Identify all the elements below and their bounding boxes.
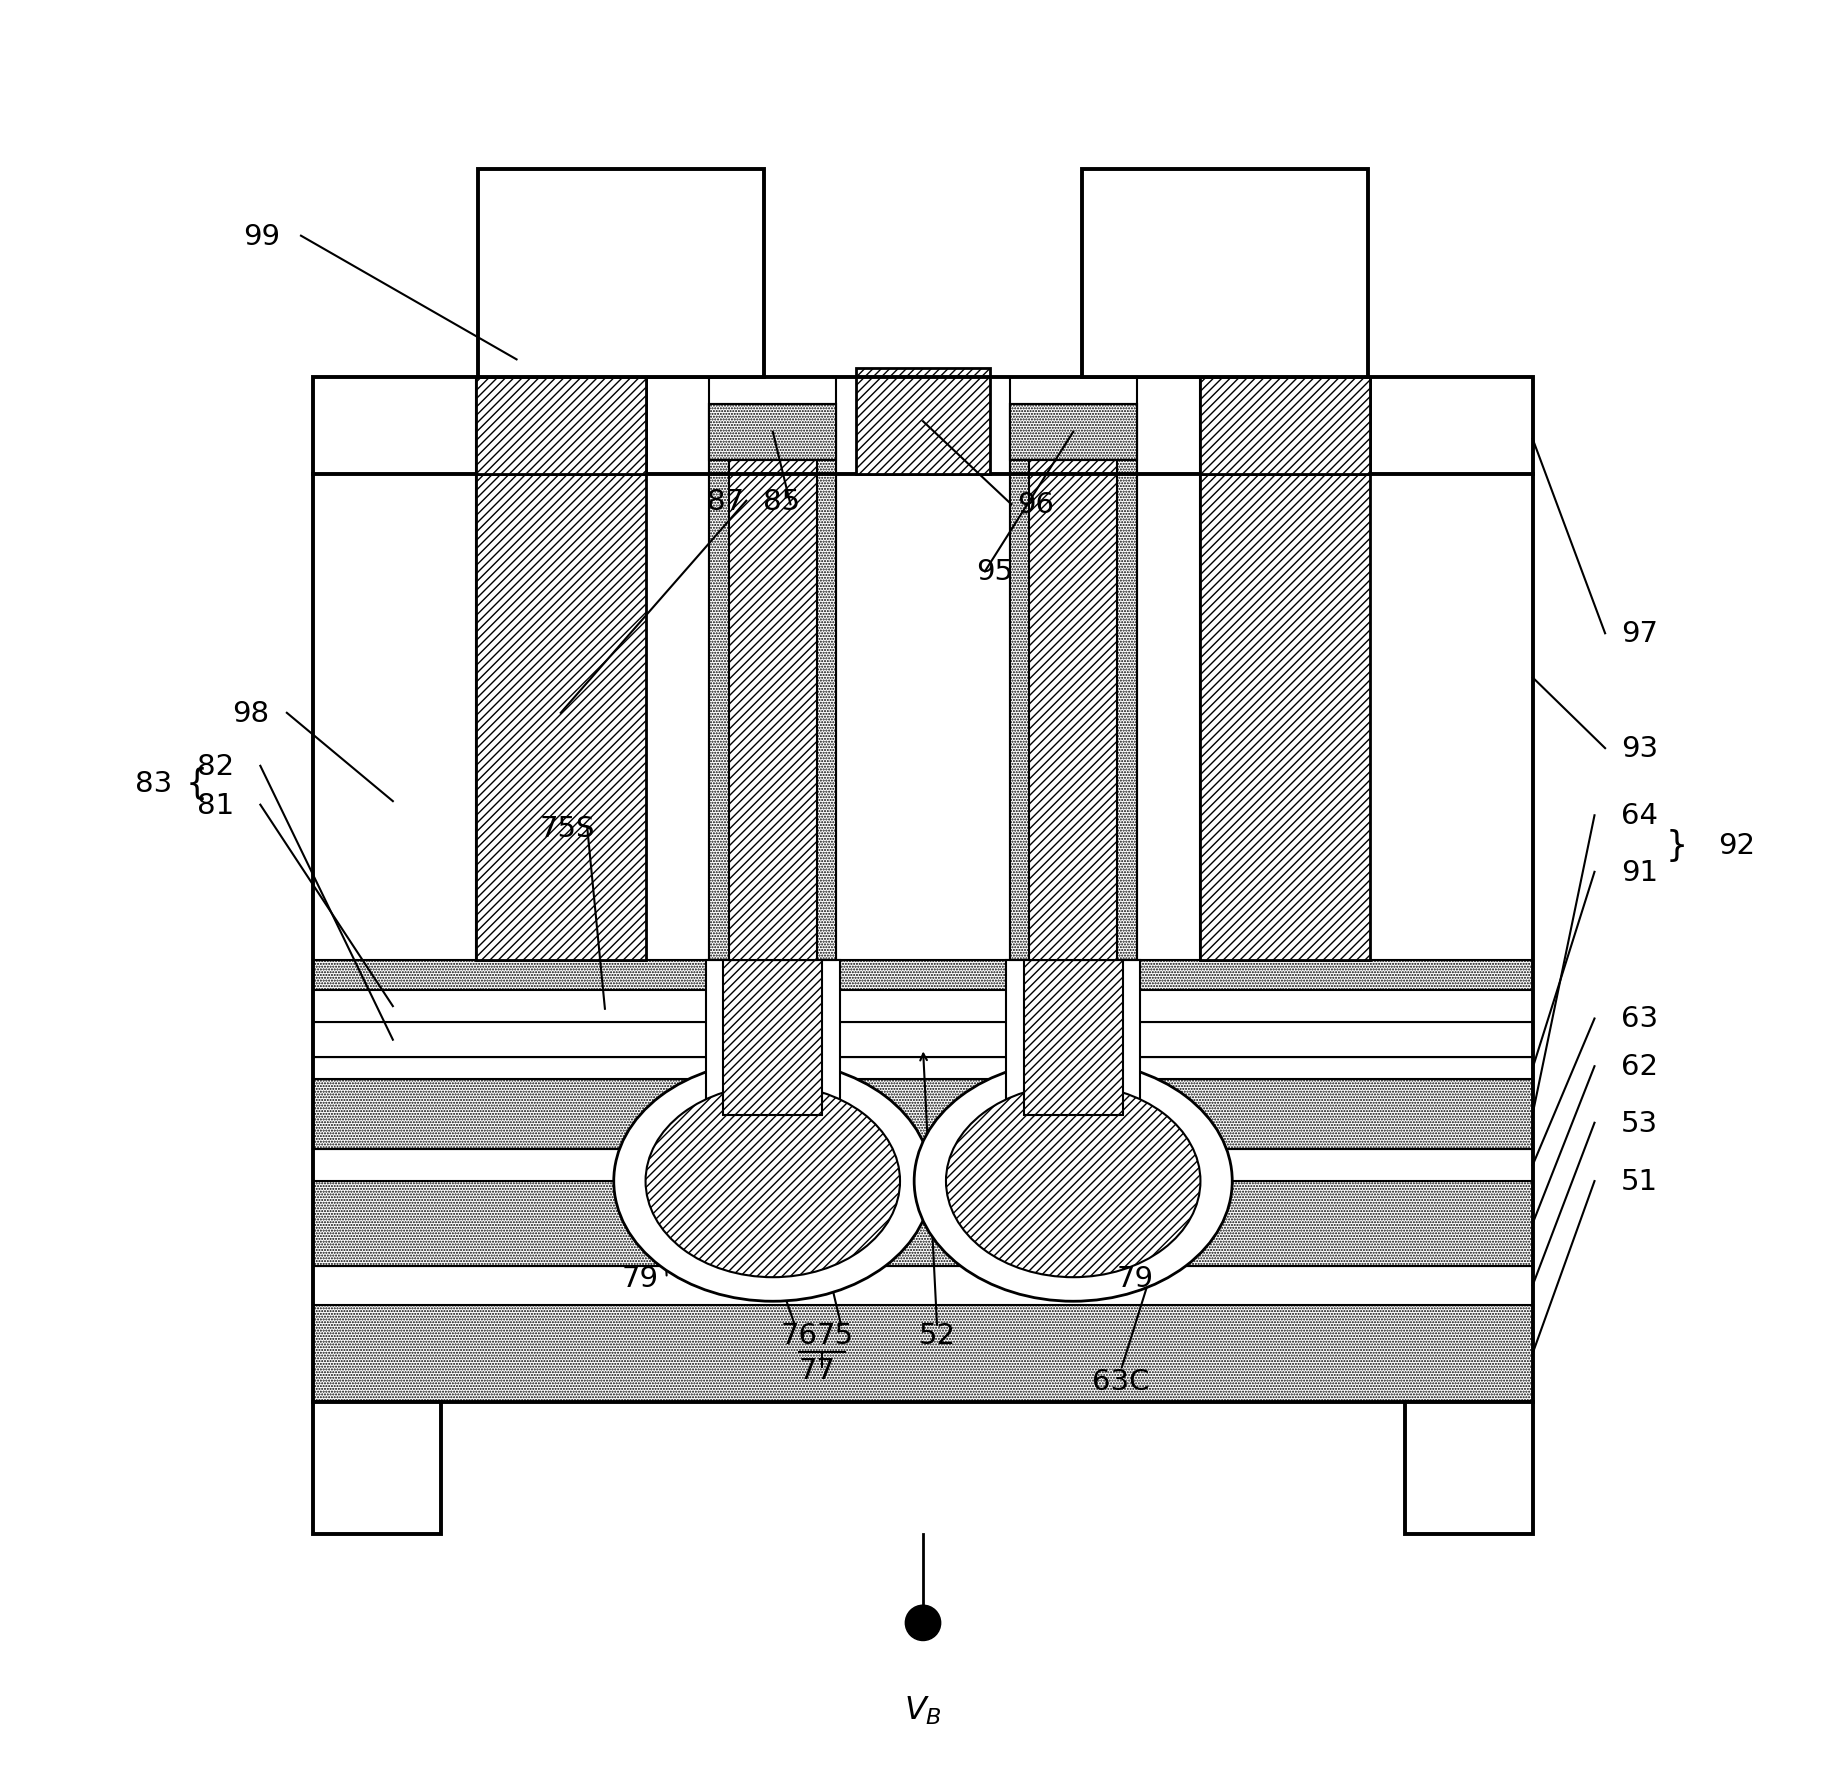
Bar [478, 169, 764, 377]
Text: 96: 96 [1017, 491, 1054, 520]
Bar [314, 377, 476, 961]
Bar [476, 377, 646, 961]
Bar [1028, 461, 1117, 961]
Bar [1200, 377, 1370, 475]
Bar [836, 377, 1010, 961]
Circle shape [905, 1606, 941, 1641]
Bar [314, 377, 1532, 1403]
Text: 95: 95 [977, 559, 1013, 586]
Bar [314, 1403, 441, 1534]
Bar [314, 1150, 1532, 1182]
Text: 83: 83 [135, 771, 172, 797]
Text: 51: 51 [1621, 1168, 1658, 1196]
Text: 82: 82 [198, 753, 234, 780]
Bar [705, 961, 840, 1116]
Bar [709, 404, 836, 461]
Bar [1370, 377, 1532, 961]
Text: 62: 62 [1621, 1052, 1658, 1080]
Bar [1200, 377, 1370, 961]
Bar [646, 377, 709, 961]
Bar [314, 1022, 1532, 1057]
Bar [314, 991, 1532, 1022]
Text: 63C: 63C [1093, 1367, 1150, 1396]
Bar [729, 461, 818, 961]
Bar [724, 961, 821, 1116]
Text: 79: 79 [1117, 1264, 1154, 1292]
Bar [476, 377, 646, 475]
Text: 99: 99 [242, 222, 279, 251]
Bar [314, 1182, 1532, 1266]
Text: 87: 87 [707, 488, 744, 516]
Text: 81: 81 [196, 792, 234, 819]
Bar [314, 1079, 1532, 1150]
Text: {: { [185, 767, 207, 801]
Text: 75S: 75S [539, 813, 594, 842]
Text: 63: 63 [1621, 1006, 1658, 1032]
Text: 52: 52 [919, 1321, 956, 1349]
Bar [314, 1305, 1532, 1403]
Text: 64: 64 [1621, 801, 1658, 829]
Text: 79: 79 [622, 1264, 659, 1292]
Text: $V_B$: $V_B$ [905, 1693, 941, 1727]
Text: 92: 92 [1719, 831, 1756, 860]
Text: }: } [1665, 829, 1687, 863]
Ellipse shape [914, 1061, 1233, 1301]
Bar [1010, 404, 1137, 961]
Bar [314, 1266, 1532, 1305]
Text: 53: 53 [1621, 1109, 1658, 1137]
Bar [1082, 169, 1368, 377]
Bar [1025, 961, 1122, 1116]
Text: 93: 93 [1621, 735, 1658, 762]
Bar [1010, 404, 1137, 461]
Bar [709, 404, 836, 961]
Ellipse shape [945, 1086, 1200, 1278]
Text: 76: 76 [781, 1321, 818, 1349]
Bar [1137, 377, 1200, 961]
Text: 91: 91 [1621, 858, 1658, 886]
Bar [314, 377, 1532, 1403]
Text: 75: 75 [816, 1321, 853, 1349]
Text: 98: 98 [233, 700, 270, 728]
Ellipse shape [613, 1061, 932, 1301]
Bar [1405, 1403, 1532, 1534]
Bar [857, 368, 989, 475]
Ellipse shape [646, 1086, 901, 1278]
Text: 85: 85 [762, 488, 799, 516]
Text: 77: 77 [799, 1356, 836, 1385]
Bar [314, 961, 1532, 1057]
Text: 97: 97 [1621, 619, 1658, 648]
Bar [314, 1057, 1532, 1079]
Bar [1006, 961, 1141, 1116]
